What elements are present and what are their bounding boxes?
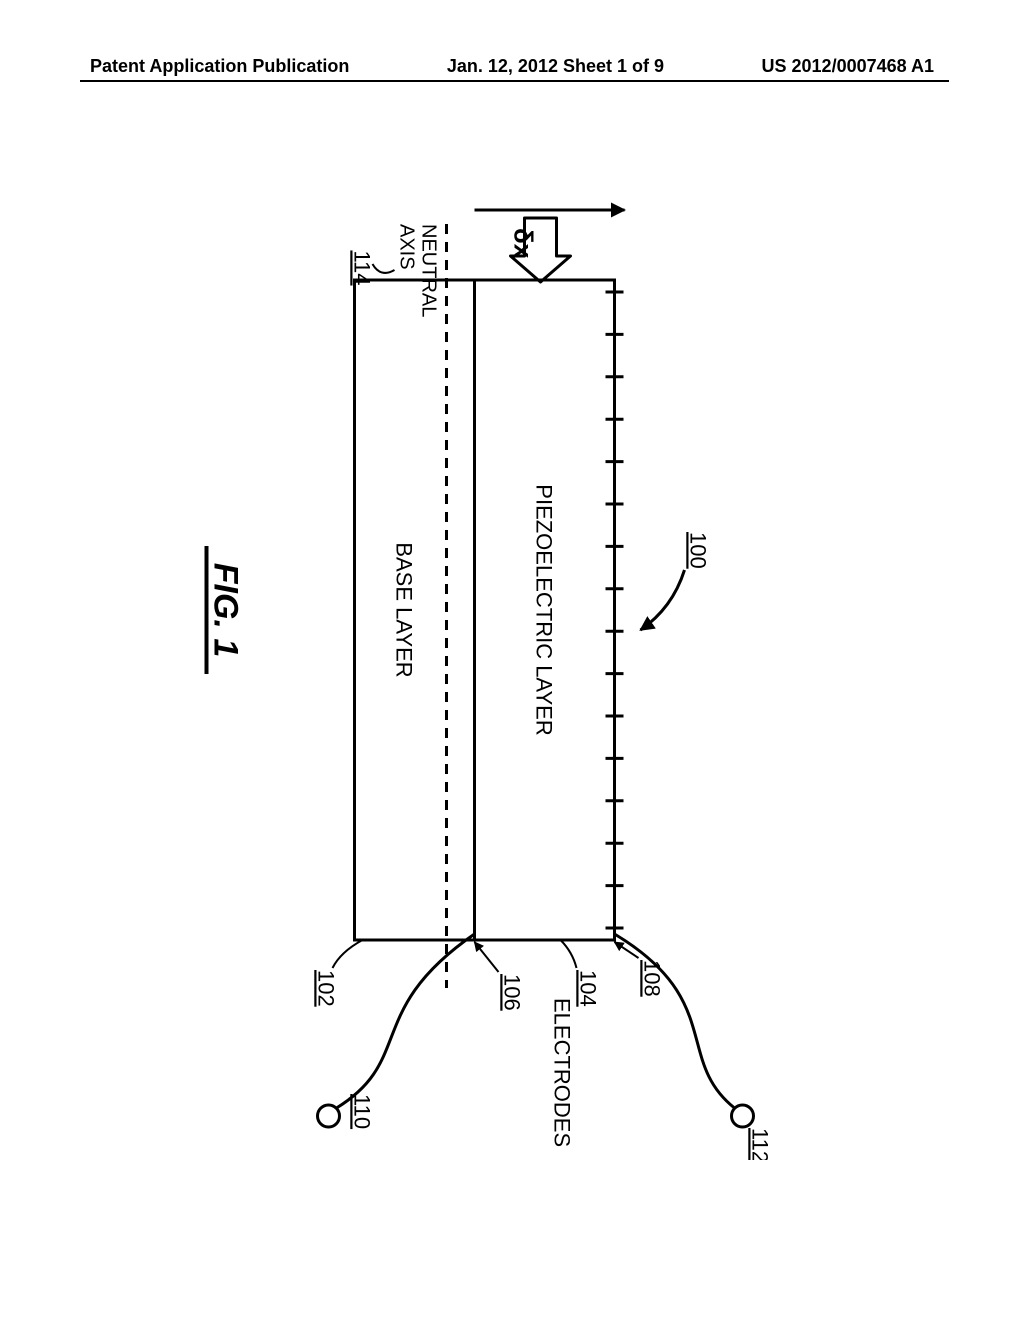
svg-text:100: 100 bbox=[686, 532, 711, 569]
svg-text:108: 108 bbox=[640, 960, 665, 997]
svg-text:102: 102 bbox=[314, 970, 339, 1007]
svg-text:114: 114 bbox=[350, 250, 375, 285]
figure-rotated-wrapper: PIEZOELECTRIC LAYER BASE LAYER δx NEUTRALAX… bbox=[110, 160, 915, 1160]
svg-text:FIG. 1: FIG. 1 bbox=[207, 563, 245, 657]
page-header: Patent Application Publication Jan. 12, … bbox=[0, 56, 1024, 77]
svg-text:112: 112 bbox=[748, 1128, 773, 1160]
svg-text:δx: δx bbox=[509, 228, 539, 259]
header-center: Jan. 12, 2012 Sheet 1 of 9 bbox=[447, 56, 664, 77]
figure-svg: PIEZOELECTRIC LAYER BASE LAYER δx NEUTRALAX… bbox=[115, 160, 915, 1160]
svg-text:AXIS: AXIS bbox=[396, 224, 418, 270]
svg-text:PIEZOELECTRIC LAYER: PIEZOELECTRIC LAYER bbox=[532, 484, 557, 735]
header-right: US 2012/0007468 A1 bbox=[762, 56, 934, 77]
svg-text:104: 104 bbox=[576, 970, 601, 1007]
svg-text:NEUTRAL: NEUTRAL bbox=[418, 224, 440, 317]
header-left: Patent Application Publication bbox=[90, 56, 349, 77]
svg-text:106: 106 bbox=[500, 974, 525, 1011]
header-rule bbox=[80, 80, 949, 82]
svg-text:BASE LAYER: BASE LAYER bbox=[392, 542, 417, 677]
svg-text:110: 110 bbox=[350, 1094, 375, 1129]
svg-text:ELECTRODES: ELECTRODES bbox=[550, 998, 575, 1147]
